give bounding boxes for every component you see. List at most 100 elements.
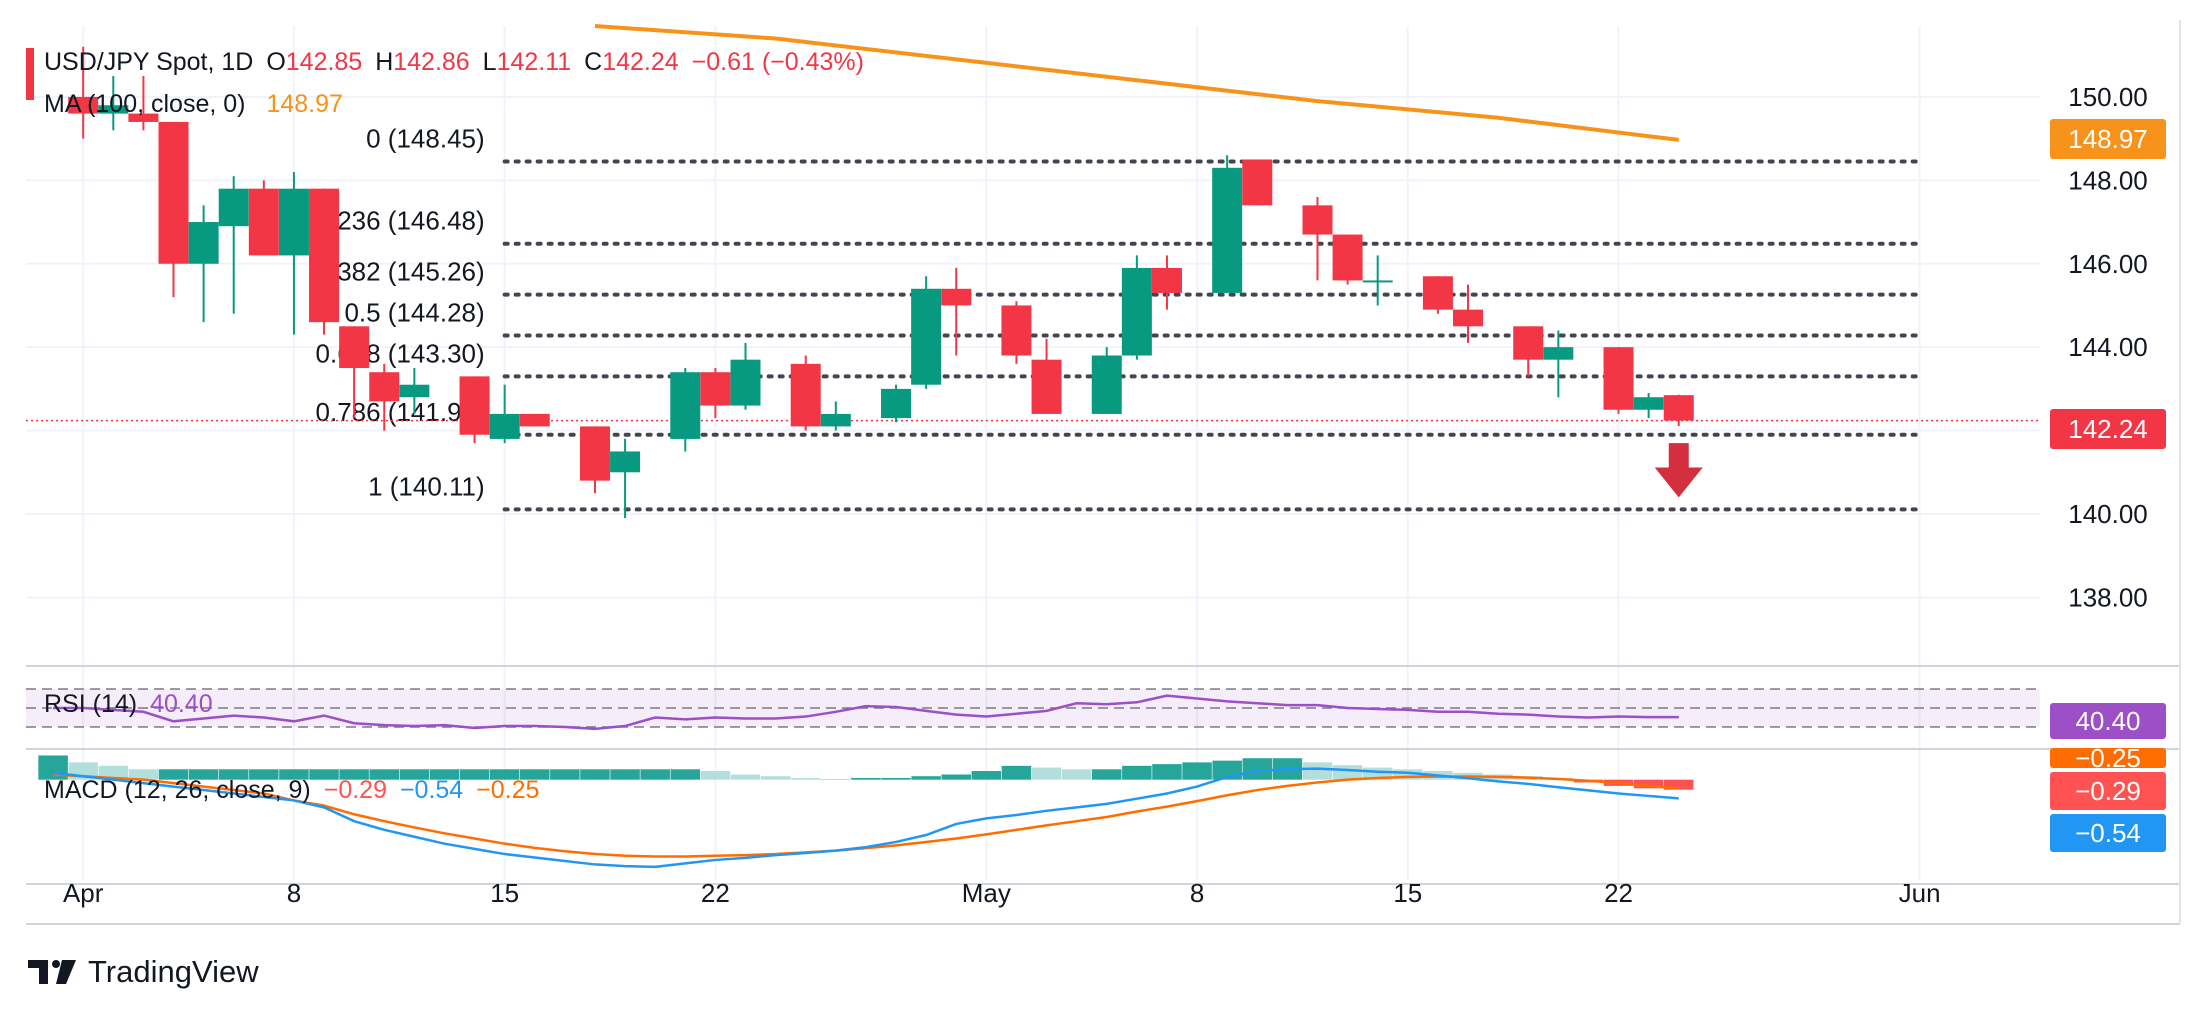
ma-legend[interactable]: MA (100, close, 0) 148.97 [44,90,349,119]
x-axis-tick-label: 8 [287,878,301,908]
candle-body [278,188,309,256]
candle-body [459,376,490,435]
macd-histogram-bar [1122,765,1152,780]
rsi-legend[interactable]: RSI (14) 40.40 [44,690,219,719]
candles [68,46,1694,519]
macd-histogram-bar [279,769,309,780]
candle-body [911,288,942,385]
candle-body [790,363,821,427]
macd-histogram-bar [760,776,791,780]
x-axis-tick-label: Apr [63,878,104,908]
macd-histogram-bar [730,774,761,780]
legend-symbol[interactable]: USD/JPY Spot, 1D [44,48,254,76]
macd-legend-hist: −0.29 [323,776,387,804]
candle-body [1422,276,1453,310]
x-axis-tick-label: 22 [1604,878,1633,908]
macd-histogram-bar [1302,762,1333,780]
macd-histogram-bar [339,769,369,780]
rsi-legend-value: 40.40 [150,690,213,718]
macd-legend[interactable]: MACD (12, 26, close, 9) −0.29 −0.54 −0.2… [44,776,545,805]
candle-body [941,288,972,306]
macd-histogram-bar [1031,767,1062,780]
candle-body [519,413,550,427]
x-axis-tick-label: May [962,878,1011,908]
macd-histogram-bar [128,769,159,780]
candle-body [188,222,219,264]
candle-body [730,359,761,406]
macd-legend-label: MACD (12, 26, close, 9) [44,776,311,804]
candle-body [1212,167,1243,293]
candle-body [670,372,701,439]
macd-histogram-bar [489,769,520,780]
y-axis-tick-label: 150.00 [2068,82,2148,112]
macd-histogram-bar [1332,765,1363,780]
macd-histogram-bar [1001,765,1032,780]
candle-body [339,326,370,369]
macd-histogram-bar [520,769,550,780]
macd-histogram-bar [98,765,129,780]
candle-body [1001,305,1032,356]
main-legend: USD/JPY Spot, 1D O142.85 H142.86 L142.11… [44,48,870,77]
macd-histogram-bar [971,771,1002,780]
macd-histogram-bar [700,771,731,780]
fib-level-label: 0.5 (144.28) [344,297,484,327]
candle-body [700,372,731,406]
macd-histogram-bar [459,769,490,780]
rsi-band [26,689,2040,727]
macd-histogram-bar [1061,769,1092,780]
macd-histogram-bar [249,769,279,780]
candle-body [579,426,610,481]
legend-high: H142.86 [375,48,470,76]
ma100-line [594,24,1679,142]
macd-legend-signal: −0.25 [476,776,540,804]
macd-histogram-bar [218,769,249,780]
macd-legend-macd: −0.54 [399,776,464,804]
tradingview-logo[interactable]: TradingView [26,954,259,990]
tradingview-logo-icon [28,960,76,984]
tradingview-logo-text: TradingView [88,954,259,989]
candle-body [309,188,340,323]
x-axis-tick-label: Jun [1899,878,1941,908]
macd-signal-tag: −0.25 [2050,748,2166,768]
rsi-pane [26,688,2040,731]
macd-histogram-bar [1092,769,1122,780]
candle-body [98,105,129,114]
last-price-tag: 142.24 [2050,409,2166,449]
macd-histogram-bar [309,769,339,780]
macd-histogram-bar [790,777,821,780]
candle-body [1031,359,1062,414]
candle-body [68,96,99,114]
y-axis-tick-label: 148.00 [2068,165,2148,195]
macd-histogram-bar [881,777,911,780]
macd-histogram-bar [550,769,580,780]
candle-body [248,188,279,256]
macd-pane [38,755,1694,869]
macd-histogram-bar [1152,764,1182,780]
macd-histogram-bar [640,769,670,780]
macd-histogram-bar [941,774,971,780]
macd-histogram-bar [1633,779,1664,789]
macd-histogram-bar [821,778,851,780]
candle-body [1453,309,1484,327]
macd-histogram-bar [670,769,701,780]
rsi-legend-label: RSI (14) [44,690,138,718]
ma-legend-label: MA (100, close, 0) [44,90,246,118]
candle-body [1121,267,1152,356]
candle-body [1633,397,1664,410]
ma-price-tag: 148.97 [2050,119,2166,159]
candle-body [1302,205,1333,235]
legend-low: L142.11 [482,48,572,76]
candle-body [820,413,851,427]
y-axis-tick-label: 146.00 [2068,249,2148,279]
rsi-price-tag: 40.40 [2050,703,2166,739]
legend-open: O142.85 [266,48,363,76]
macd-hist-tag: −0.29 [2050,772,2166,810]
y-axis-tick-label: 138.00 [2068,582,2148,612]
legend-symbol-marker [26,48,34,100]
macd-histogram-bar [580,769,610,780]
candle-body [1151,267,1182,293]
ma-legend-value: 148.97 [266,90,343,118]
macd-histogram-bar [369,769,399,780]
